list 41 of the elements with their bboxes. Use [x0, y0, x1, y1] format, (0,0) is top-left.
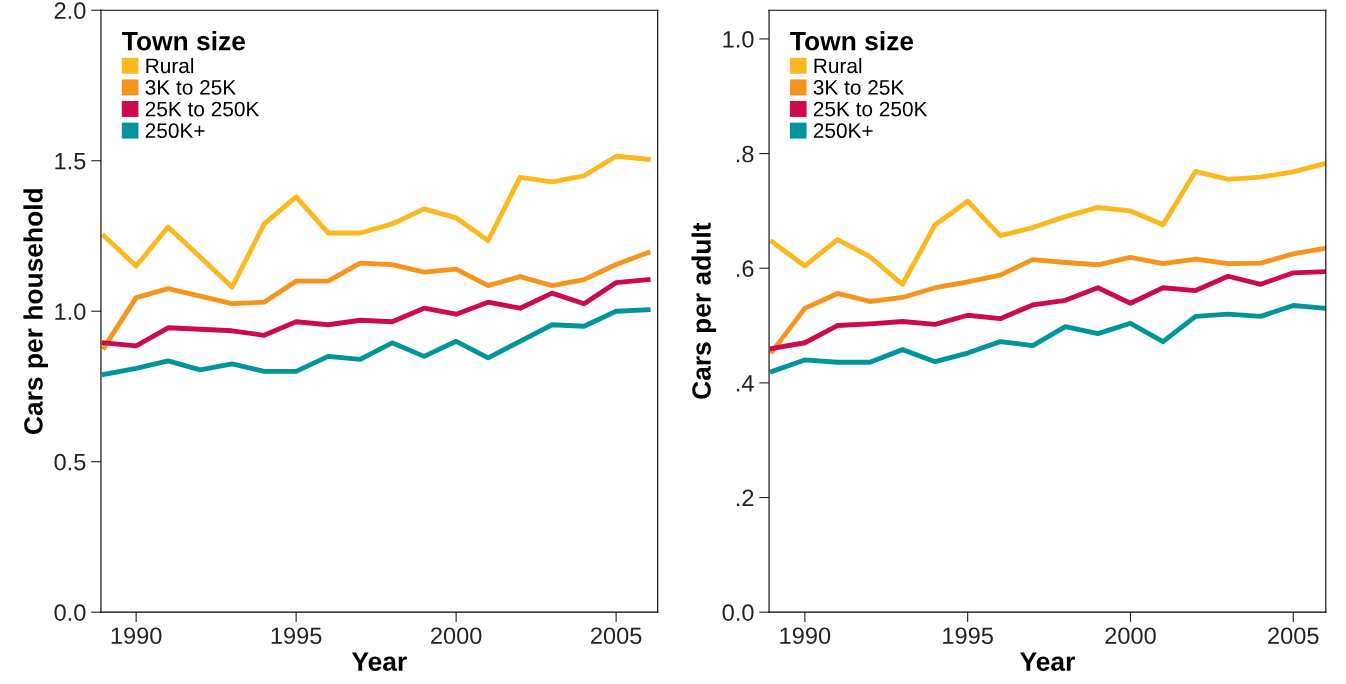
line-series: [101, 277, 651, 349]
y-tick-label: .8: [736, 145, 754, 163]
y-tick-label: .6: [736, 260, 754, 278]
legend-title: Town size: [122, 31, 246, 51]
y-axis-title: Cars per adult: [691, 222, 717, 399]
legend-label: 250K+: [813, 123, 873, 139]
line-series: [101, 153, 651, 290]
x-tick-label: 2000: [431, 627, 482, 645]
x-tick-label: 2005: [591, 627, 642, 645]
y-tick-label: 0.0: [722, 604, 754, 621]
y-tick-label: 2.0: [54, 2, 86, 20]
legend-label: 3K to 25K: [813, 80, 905, 95]
y-tick-label: 1.0: [723, 30, 754, 48]
y-tick-label: 1.0: [55, 303, 86, 321]
x-tick-label: 1995: [943, 627, 993, 645]
x-axis-title: Year: [351, 652, 407, 671]
x-tick-label: 2005: [1268, 627, 1319, 645]
legend-title: Town size: [790, 31, 914, 51]
legend-label: 3K to 25K: [145, 80, 236, 95]
legend-label: 25K to 250K: [145, 101, 260, 117]
y-tick-label: 1.5: [55, 153, 86, 170]
y-tick-label: .2: [736, 489, 754, 507]
line-series: [769, 160, 1326, 287]
legend-label: Rural: [814, 57, 862, 74]
y-tick-label: 0.5: [54, 453, 86, 471]
line-series: [101, 250, 651, 350]
x-tick-label: 1990: [780, 627, 831, 645]
x-tick-label: 1995: [271, 627, 322, 645]
y-tick-label: .4: [736, 375, 754, 392]
y-axis-title: Cars per household: [23, 189, 48, 435]
x-axis-title: Year: [1020, 652, 1075, 671]
legend-label: Rural: [146, 57, 194, 74]
x-tick-label: 2000: [1105, 627, 1156, 645]
x-tick-label: 1990: [111, 627, 162, 645]
line-series: [769, 303, 1326, 374]
legend-label: 250K+: [145, 123, 205, 139]
line-series: [769, 269, 1326, 351]
legend-label: 25K to 250K: [813, 101, 928, 117]
line-series: [101, 307, 651, 377]
y-tick-label: 0.0: [54, 604, 86, 621]
line-series: [769, 245, 1326, 354]
